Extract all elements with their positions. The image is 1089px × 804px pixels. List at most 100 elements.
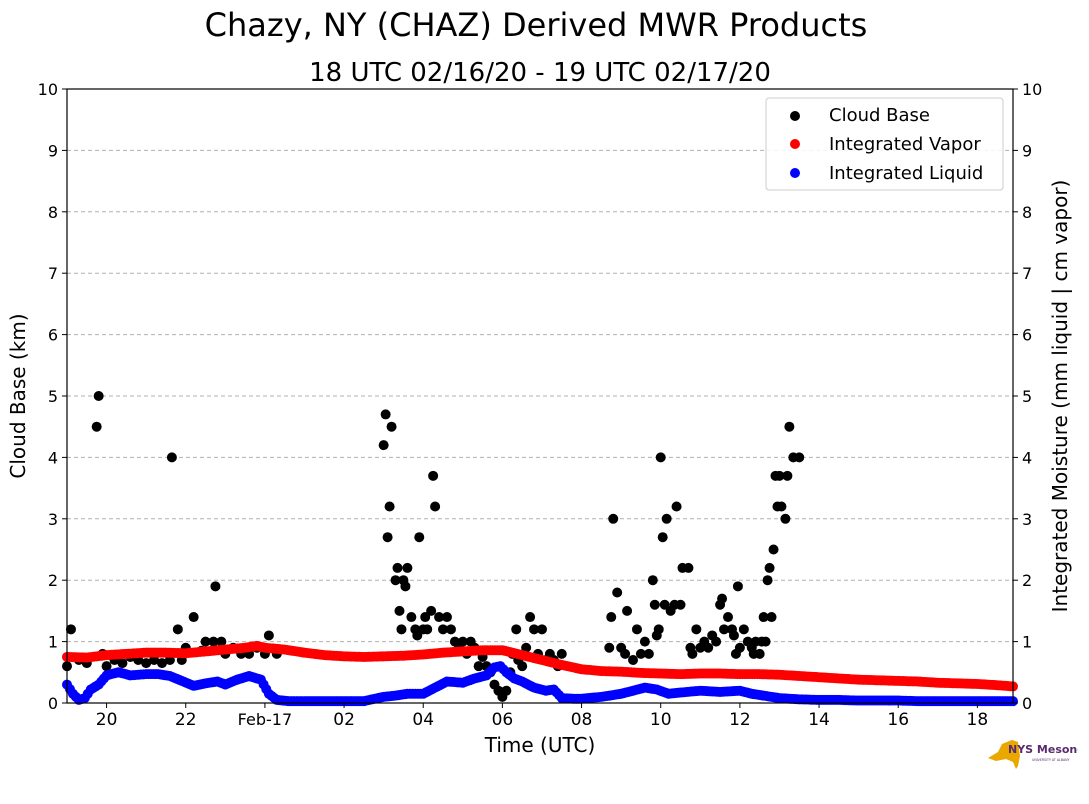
x-tick-label: 20 bbox=[96, 710, 118, 730]
data-point bbox=[734, 642, 745, 653]
data-point bbox=[412, 630, 423, 641]
data-point bbox=[766, 612, 777, 623]
legend-marker bbox=[790, 111, 800, 121]
data-point bbox=[768, 544, 779, 555]
data-point bbox=[671, 501, 682, 512]
x-tick-label: 06 bbox=[492, 710, 514, 730]
data-point bbox=[101, 661, 112, 672]
data-point bbox=[188, 612, 199, 623]
data-point bbox=[604, 642, 615, 653]
data-point bbox=[382, 532, 393, 543]
data-point bbox=[441, 612, 452, 623]
data-point bbox=[473, 661, 484, 672]
y-tick-label: 4 bbox=[48, 448, 58, 467]
data-point bbox=[208, 636, 219, 647]
y-tick-label: 8 bbox=[48, 203, 58, 222]
y-tick-label-right: 0 bbox=[1022, 694, 1032, 713]
data-point bbox=[760, 636, 771, 647]
x-tick-label: 04 bbox=[412, 710, 434, 730]
data-point bbox=[728, 630, 739, 641]
data-point bbox=[525, 612, 536, 623]
data-point bbox=[687, 648, 698, 659]
data-point bbox=[683, 562, 694, 573]
data-point bbox=[635, 648, 646, 659]
data-point bbox=[200, 636, 211, 647]
data-point bbox=[784, 421, 795, 432]
y-tick-label-right: 10 bbox=[1022, 80, 1042, 99]
x-tick-label: 14 bbox=[808, 710, 830, 730]
data-point bbox=[764, 562, 775, 573]
data-point bbox=[394, 605, 405, 616]
data-point bbox=[430, 501, 441, 512]
legend-entry-integrated-liquid: Integrated Liquid bbox=[790, 163, 983, 184]
x-tick-label: 16 bbox=[887, 710, 909, 730]
legend-label: Cloud Base bbox=[829, 105, 930, 126]
x-tick-label: 18 bbox=[967, 710, 989, 730]
data-point bbox=[406, 612, 417, 623]
plot-series bbox=[62, 391, 1018, 707]
data-point bbox=[457, 636, 468, 647]
data-point bbox=[608, 513, 619, 524]
data-point bbox=[643, 648, 654, 659]
data-point bbox=[738, 624, 749, 635]
y-tick-label: 5 bbox=[48, 387, 58, 406]
data-point bbox=[91, 421, 102, 432]
y-tick-label: 10 bbox=[38, 80, 58, 99]
data-point bbox=[414, 532, 425, 543]
data-point bbox=[400, 581, 411, 592]
x-tick-label: 02 bbox=[333, 710, 355, 730]
data-point bbox=[762, 575, 773, 586]
data-point bbox=[386, 421, 397, 432]
legend-label: Integrated Liquid bbox=[829, 163, 983, 184]
data-point bbox=[631, 624, 642, 635]
data-point bbox=[620, 648, 631, 659]
data-point bbox=[703, 642, 714, 653]
y-axis-label: Cloud Base (km) bbox=[6, 313, 30, 478]
data-point bbox=[166, 452, 177, 463]
logo-subtext: UNIVERSITY AT ALBANY bbox=[1032, 758, 1070, 762]
legend-marker bbox=[790, 139, 800, 149]
chart-subtitle: 18 UTC 02/16/20 - 19 UTC 02/17/20 bbox=[309, 58, 771, 88]
y-tick-label-right: 2 bbox=[1022, 571, 1032, 590]
legend-entry-cloud-base: Cloud Base bbox=[790, 105, 930, 126]
data-point bbox=[390, 575, 401, 586]
data-point bbox=[216, 636, 227, 647]
y-tick-label-right: 8 bbox=[1022, 203, 1032, 222]
logo-text: NYS Mesonet bbox=[1008, 743, 1078, 756]
data-point bbox=[717, 593, 728, 604]
data-point bbox=[396, 624, 407, 635]
data-point bbox=[639, 636, 650, 647]
legend-entry-integrated-vapor: Integrated Vapor bbox=[790, 134, 981, 155]
data-point bbox=[675, 599, 686, 610]
x-tick-label: 12 bbox=[729, 710, 751, 730]
data-point bbox=[434, 612, 445, 623]
legend: Cloud Base Integrated Vapor Integrated L… bbox=[765, 97, 1004, 191]
x-tick-label: Feb-17 bbox=[238, 710, 292, 729]
data-point bbox=[117, 658, 128, 669]
data-point bbox=[628, 655, 639, 666]
data-point bbox=[661, 513, 672, 524]
data-point bbox=[782, 470, 793, 481]
data-point bbox=[655, 452, 666, 463]
data-point bbox=[622, 605, 633, 616]
nys-map-icon: NYS Mesonet UNIVERSITY AT ALBANY bbox=[988, 740, 1078, 769]
data-point bbox=[420, 612, 431, 623]
y-tick-label-right: 4 bbox=[1022, 448, 1032, 467]
data-point bbox=[511, 624, 522, 635]
y-tick-label-right: 6 bbox=[1022, 326, 1032, 345]
data-point bbox=[659, 599, 670, 610]
data-point bbox=[172, 624, 183, 635]
legend-label: Integrated Vapor bbox=[829, 134, 981, 155]
data-point bbox=[210, 581, 221, 592]
y-tick-label: 3 bbox=[48, 510, 58, 529]
y-tick-label: 7 bbox=[48, 264, 58, 283]
y-axis-label-right: Integrated Moisture (mm liquid | cm vapo… bbox=[1048, 180, 1072, 613]
data-point bbox=[529, 624, 540, 635]
data-point bbox=[426, 605, 437, 616]
y-tick-label: 0 bbox=[48, 694, 58, 713]
data-point bbox=[402, 562, 413, 573]
chart-title: Chazy, NY (CHAZ) Derived MWR Products bbox=[205, 6, 868, 44]
nys-mesonet-logo: NYS Mesonet UNIVERSITY AT ALBANY bbox=[986, 738, 1078, 770]
data-point bbox=[711, 636, 722, 647]
